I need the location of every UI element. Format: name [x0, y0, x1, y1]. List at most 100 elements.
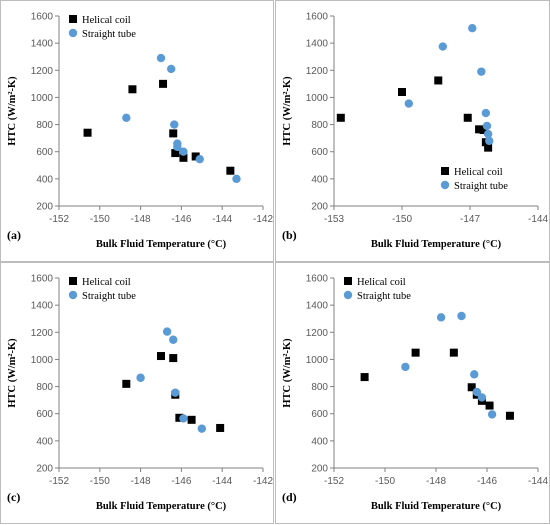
y-axis-title: HTC (W/m²-K): [7, 76, 18, 146]
x-tick-label: -150: [90, 476, 110, 487]
y-tick-label: 800: [36, 382, 53, 393]
y-tick-label: 400: [36, 436, 53, 447]
helical-point: [226, 166, 235, 175]
helical-point: [171, 149, 180, 158]
straight-point: [470, 370, 479, 379]
y-axis-title: HTC (W/m²-K): [7, 338, 18, 408]
x-axis-title: Bulk Fluid Temperature (°C): [96, 239, 227, 250]
legend-helical-label: Helical coil: [454, 167, 503, 178]
y-tick-label: 1000: [31, 355, 54, 366]
legend-helical-marker: [344, 277, 352, 285]
helical-point: [169, 129, 178, 138]
y-tick-label: 800: [36, 120, 53, 131]
chart-svg: 200 400 600 800 1000 1200 1400 1600 -152 -150 -148…: [282, 274, 548, 513]
straight-point: [162, 327, 172, 336]
straight-point: [472, 387, 481, 397]
panel-label: (a): [7, 228, 21, 242]
straight-point: [156, 53, 166, 63]
helical-point: [411, 348, 420, 357]
y-tick-label: 1400: [31, 301, 54, 312]
helical-point: [449, 348, 458, 357]
straight-point: [485, 136, 494, 146]
y-tick-label: 1200: [31, 66, 54, 77]
x-tick-label: -142: [253, 476, 273, 487]
straight-point: [169, 335, 178, 344]
y-tick-label: 1200: [306, 328, 329, 339]
y-tick-label: 200: [36, 202, 53, 213]
legend-helical-marker: [69, 277, 77, 285]
legend-helical-label: Helical coil: [82, 277, 131, 288]
y-tick-label: 800: [311, 382, 328, 393]
straight-point: [136, 373, 145, 382]
y-tick-label: 1200: [31, 328, 54, 339]
helical-point: [505, 411, 514, 420]
y-tick-label: 600: [311, 147, 328, 158]
x-tick-label: -148: [426, 476, 446, 487]
x-axis-title: Bulk Fluid Temperature (°C): [371, 501, 502, 512]
straight-point: [477, 67, 486, 76]
x-axis-title: Bulk Fluid Temperature (°C): [371, 239, 502, 250]
straight-point: [179, 414, 188, 423]
chart-svg: 200 400 600 800 1000 1200 1400 1600 -153 -150 -147…: [282, 12, 548, 251]
helical-point: [122, 379, 131, 388]
helical-point: [484, 143, 493, 152]
helical-point: [169, 354, 178, 363]
straight-point: [179, 147, 188, 156]
y-tick-label: 1200: [306, 66, 329, 77]
x-tick-label: -146: [171, 214, 191, 225]
helical-point: [360, 373, 369, 382]
helical-point: [179, 153, 188, 162]
y-tick-label: 1000: [31, 93, 54, 104]
y-tick-label: 1600: [306, 274, 329, 285]
panel-label: (b): [282, 228, 297, 242]
y-tick-label: 200: [36, 464, 53, 475]
x-tick-label: -142: [253, 214, 273, 225]
helical-point: [83, 128, 92, 137]
x-tick-label: -150: [375, 476, 395, 487]
straight-point: [195, 154, 204, 164]
panel-label: (c): [7, 490, 20, 504]
straight-point: [438, 42, 447, 51]
straight-point: [468, 24, 477, 33]
legend-helical-label: Helical coil: [357, 277, 406, 288]
straight-point: [404, 99, 413, 108]
x-tick-label: -148: [131, 214, 151, 225]
y-tick-label: 400: [36, 174, 53, 185]
y-tick-label: 1000: [306, 355, 329, 366]
y-tick-label: 400: [311, 436, 328, 447]
x-tick-label: -144: [528, 476, 548, 487]
legend-helical-label: Helical coil: [82, 15, 131, 26]
y-tick-label: 1400: [306, 39, 329, 50]
y-tick-label: 1400: [31, 39, 54, 50]
chart-panel-b: 200 400 600 800 1000 1200 1400 1600 -153 -150 -147…: [275, 0, 550, 262]
helical-point: [191, 152, 200, 161]
x-tick-label: -146: [477, 476, 497, 487]
helical-point: [485, 401, 494, 410]
y-axis-title: HTC (W/m²-K): [282, 338, 293, 408]
y-tick-label: 400: [311, 174, 328, 185]
straight-point: [401, 362, 410, 372]
straight-point: [477, 393, 487, 402]
y-tick-label: 600: [36, 409, 53, 420]
straight-point: [171, 388, 180, 397]
legend-straight-label: Straight tube: [82, 291, 136, 302]
helical-point: [398, 88, 406, 96]
helical-point: [467, 383, 476, 392]
helical-point: [159, 79, 168, 88]
straight-point: [482, 121, 492, 131]
y-tick-label: 1600: [306, 12, 329, 23]
legend-straight-label: Straight tube: [357, 291, 411, 302]
x-tick-label: -150: [392, 214, 412, 225]
x-tick-label: -152: [49, 476, 69, 487]
legend-straight-marker: [343, 290, 353, 300]
x-tick-label: -152: [49, 214, 69, 225]
legend-helical-marker: [69, 15, 77, 23]
legend-straight-marker: [68, 28, 78, 38]
helical-point: [463, 113, 472, 122]
y-tick-label: 600: [36, 147, 53, 158]
chart-panel-a: 200 400 600 800 1000 1200 1400 1600 -152 -150 -148…: [0, 0, 274, 262]
y-tick-label: 1600: [31, 274, 54, 285]
straight-point: [197, 424, 206, 433]
legend-helical-marker: [441, 167, 449, 175]
straight-point: [170, 120, 179, 129]
